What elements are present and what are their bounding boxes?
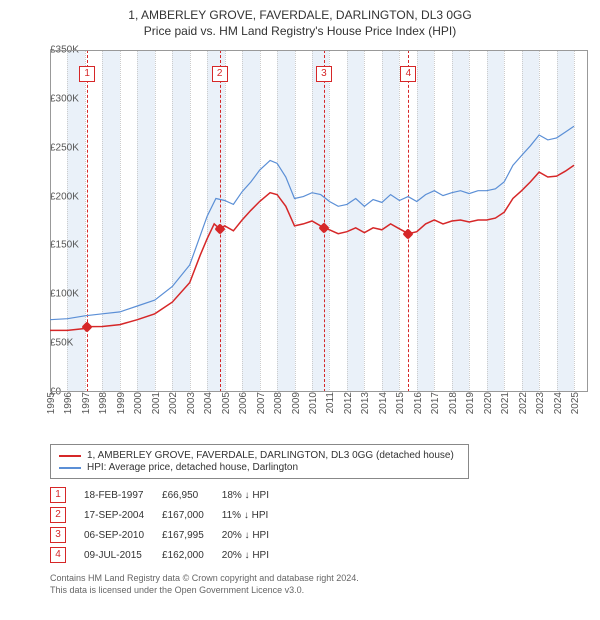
table-row: 3 06-SEP-2010£167,99520% ↓ HPI <box>50 525 287 545</box>
sale-num-badge: 4 <box>50 547 66 563</box>
sale-date-cell: 17-SEP-2004 <box>84 505 162 525</box>
sales-table: 1 18-FEB-1997£66,95018% ↓ HPI 2 17-SEP-2004… <box>50 485 287 565</box>
table-row: 1 18-FEB-1997£66,95018% ↓ HPI <box>50 485 287 505</box>
sale-price-cell: £167,995 <box>162 525 222 545</box>
series-line <box>50 165 574 330</box>
legend-label: 1, AMBERLEY GROVE, FAVERDALE, DARLINGTON… <box>87 450 454 461</box>
chart-title-block: 1, AMBERLEY GROVE, FAVERDALE, DARLINGTON… <box>8 8 592 38</box>
sale-num-cell: 3 <box>50 525 84 545</box>
price-chart: £0£50K£100K£150K£200K£250K£300K£350K1995… <box>8 44 592 424</box>
legend-swatch <box>59 467 81 469</box>
sale-num-cell: 1 <box>50 485 84 505</box>
chart-title-sub: Price paid vs. HM Land Registry's House … <box>8 24 592 38</box>
sale-date-cell: 06-SEP-2010 <box>84 525 162 545</box>
sale-date-cell: 18-FEB-1997 <box>84 485 162 505</box>
sale-price-cell: £162,000 <box>162 545 222 565</box>
legend-item: HPI: Average price, detached house, Darl… <box>59 462 454 473</box>
chart-title-main: 1, AMBERLEY GROVE, FAVERDALE, DARLINGTON… <box>8 8 592 22</box>
sale-date-cell: 09-JUL-2015 <box>84 545 162 565</box>
legend-swatch <box>59 455 81 457</box>
sale-num-badge: 3 <box>50 527 66 543</box>
sale-diff-cell: 20% ↓ HPI <box>222 545 287 565</box>
legend: 1, AMBERLEY GROVE, FAVERDALE, DARLINGTON… <box>50 444 469 479</box>
sale-diff-cell: 20% ↓ HPI <box>222 525 287 545</box>
table-row: 4 09-JUL-2015£162,00020% ↓ HPI <box>50 545 287 565</box>
sale-diff-cell: 18% ↓ HPI <box>222 485 287 505</box>
sale-num-cell: 4 <box>50 545 84 565</box>
table-row: 2 17-SEP-2004£167,00011% ↓ HPI <box>50 505 287 525</box>
sale-num-badge: 2 <box>50 507 66 523</box>
legend-item: 1, AMBERLEY GROVE, FAVERDALE, DARLINGTON… <box>59 450 454 461</box>
sale-num-cell: 2 <box>50 505 84 525</box>
footer-line: Contains HM Land Registry data © Crown c… <box>50 573 592 585</box>
sale-diff-cell: 11% ↓ HPI <box>222 505 287 525</box>
sale-num-badge: 1 <box>50 487 66 503</box>
footer-line: This data is licensed under the Open Gov… <box>50 585 592 597</box>
series-svg <box>8 44 592 424</box>
legend-label: HPI: Average price, detached house, Darl… <box>87 462 298 473</box>
sale-price-cell: £66,950 <box>162 485 222 505</box>
sale-price-cell: £167,000 <box>162 505 222 525</box>
series-line <box>50 126 574 320</box>
footer-attribution: Contains HM Land Registry data © Crown c… <box>50 573 592 596</box>
